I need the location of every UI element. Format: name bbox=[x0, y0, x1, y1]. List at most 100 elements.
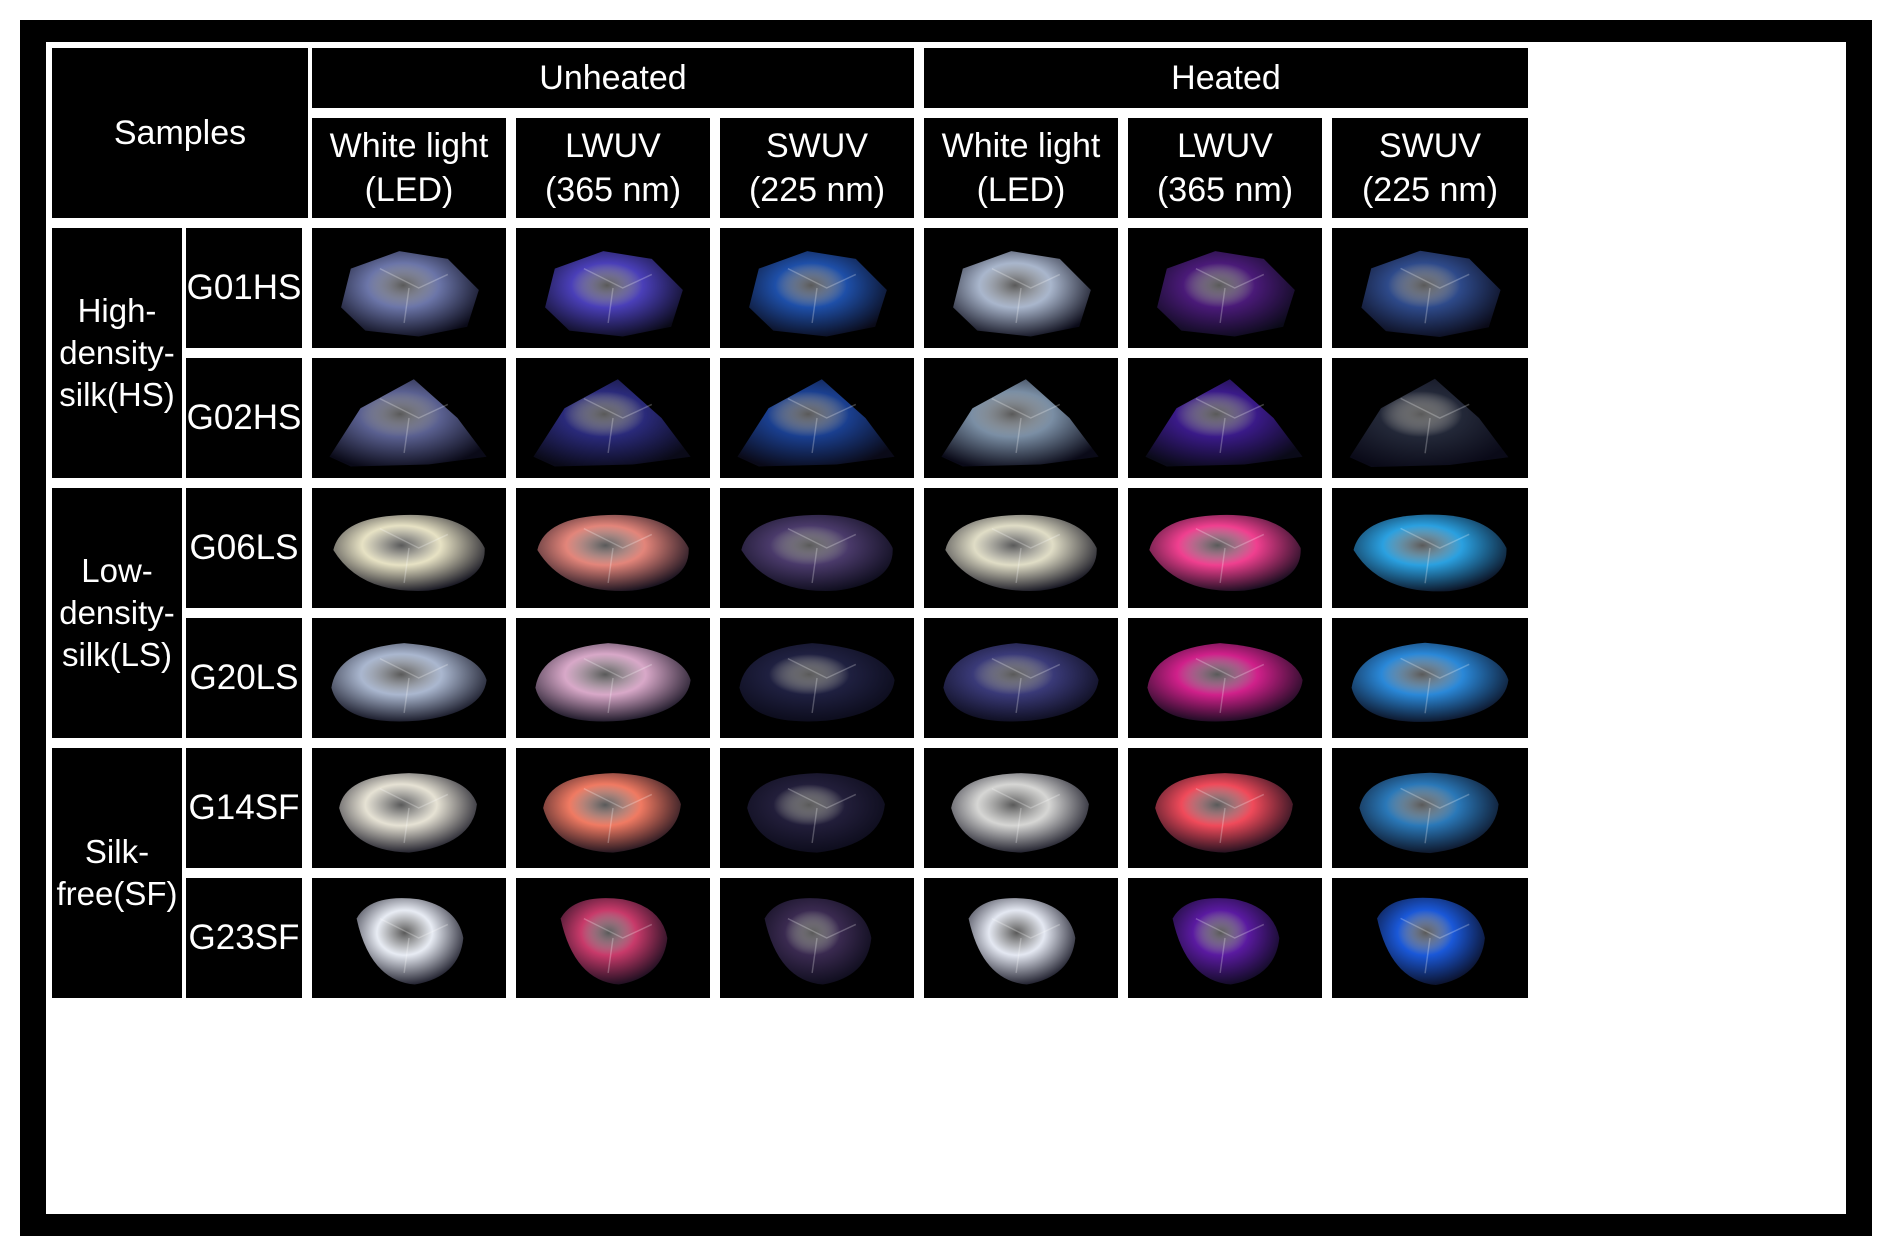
condition-detail: (365 nm) bbox=[544, 171, 682, 209]
condition-header: SWUV (225 nm) bbox=[720, 118, 914, 218]
sample-image bbox=[312, 228, 506, 348]
gemstone-facet bbox=[583, 267, 653, 324]
gemstone-facet bbox=[1195, 917, 1265, 974]
sample-image bbox=[516, 228, 710, 348]
sample-image bbox=[924, 748, 1118, 868]
gemstone-facet bbox=[787, 657, 857, 714]
group-label-line: High- bbox=[77, 291, 157, 329]
gemstone-facet bbox=[1195, 657, 1265, 714]
condition-name: White light bbox=[941, 126, 1101, 165]
sample-table: Samples Unheated Heated White light (LED) LWU… bbox=[46, 42, 1846, 1214]
group-label: High-density-silk(HS) bbox=[52, 228, 182, 478]
condition-header: White light (LED) bbox=[312, 118, 506, 218]
sample-image bbox=[1128, 618, 1322, 738]
gemstone-shape bbox=[1377, 897, 1485, 986]
sample-image bbox=[516, 618, 710, 738]
sample-image bbox=[1128, 878, 1322, 998]
condition-header: White light (LED) bbox=[924, 118, 1118, 218]
sample-image bbox=[1128, 748, 1322, 868]
gemstone-facet bbox=[991, 917, 1061, 974]
gemstone-shape bbox=[1145, 379, 1303, 467]
group-label-text: Silk-free(SF) bbox=[52, 831, 182, 915]
gemstone-shape bbox=[333, 514, 485, 591]
condition-name: SWUV bbox=[1379, 126, 1481, 165]
group-label-line: density- bbox=[59, 333, 175, 371]
gemstone-photo bbox=[943, 643, 1099, 722]
gemstone-shape bbox=[943, 643, 1099, 722]
group-label-text: Low-density-silk(LS) bbox=[52, 550, 182, 677]
gemstone-photo bbox=[1353, 514, 1507, 592]
condition-name: SWUV bbox=[766, 126, 868, 165]
gemstone-facet bbox=[787, 267, 857, 324]
sample-image bbox=[720, 618, 914, 738]
gemstone-shape bbox=[741, 514, 893, 591]
gemstone-photo bbox=[1377, 897, 1485, 986]
gemstone-photo bbox=[1361, 250, 1501, 337]
condition-label: SWUV (225 nm) bbox=[749, 124, 885, 212]
group-label-line: (SF) bbox=[113, 875, 178, 912]
gemstone-facet bbox=[1400, 397, 1470, 454]
condition-name: White light bbox=[329, 126, 489, 165]
gemstone-shape bbox=[764, 898, 872, 985]
gemstone-facet bbox=[379, 267, 449, 324]
gemstone-photo bbox=[331, 643, 487, 722]
gemstone-facet bbox=[787, 397, 857, 454]
gemstone-photo bbox=[356, 898, 464, 985]
sample-image bbox=[312, 488, 506, 608]
sample-code: G14SF bbox=[186, 748, 302, 868]
gemstone-photo bbox=[535, 643, 691, 722]
gemstone-facet bbox=[583, 787, 653, 844]
gemstone-facet bbox=[583, 397, 653, 454]
condition-name: LWUV bbox=[565, 126, 661, 165]
gemstone-facet bbox=[991, 787, 1061, 844]
gemstone-shape bbox=[953, 251, 1091, 337]
gemstone-shape bbox=[749, 251, 887, 337]
group-label-line: free bbox=[56, 875, 114, 912]
gemstone-photo bbox=[533, 379, 691, 467]
group-label: Low-density-silk(LS) bbox=[52, 488, 182, 738]
group-label-line: silk bbox=[59, 376, 107, 414]
sample-code: G02HS bbox=[186, 358, 302, 478]
gemstone-shape bbox=[1149, 514, 1301, 591]
gemstone-facet bbox=[787, 527, 857, 584]
gemstone-shape bbox=[1349, 378, 1509, 467]
condition-detail: (225 nm) bbox=[748, 171, 886, 209]
group-label-line: density- bbox=[59, 593, 175, 631]
gemstone-shape bbox=[1351, 642, 1509, 722]
condition-detail: (LED) bbox=[976, 171, 1066, 209]
gemstone-facet bbox=[583, 657, 653, 714]
gemstone-photo bbox=[1351, 642, 1509, 722]
sample-image bbox=[1332, 228, 1528, 348]
gemstone-shape bbox=[1353, 514, 1507, 592]
sample-image bbox=[1332, 748, 1528, 868]
gemstone-photo bbox=[741, 514, 893, 591]
gemstone-shape bbox=[1147, 643, 1303, 722]
condition-header: LWUV (365 nm) bbox=[516, 118, 710, 218]
group-label-line: (LS) bbox=[109, 636, 172, 674]
group-label-line: silk bbox=[61, 636, 110, 674]
gemstone-facet bbox=[1195, 397, 1265, 454]
sample-image bbox=[924, 228, 1118, 348]
gemstone-photo bbox=[1157, 251, 1295, 337]
gemstone-shape bbox=[1359, 772, 1499, 854]
gemstone-facet bbox=[991, 657, 1061, 714]
gemstone-shape bbox=[1155, 773, 1293, 853]
gemstone-photo bbox=[953, 251, 1091, 337]
sample-code: G01HS bbox=[186, 228, 302, 348]
gemstone-photo bbox=[1155, 773, 1293, 853]
gemstone-photo bbox=[537, 514, 689, 591]
gemstone-shape bbox=[739, 643, 895, 722]
sample-image bbox=[720, 228, 914, 348]
sample-image bbox=[516, 488, 710, 608]
gemstone-photo bbox=[749, 251, 887, 337]
condition-detail: (365 nm) bbox=[1156, 171, 1294, 209]
gemstone-photo bbox=[341, 251, 479, 337]
gemstone-shape bbox=[331, 643, 487, 722]
gemstone-shape bbox=[941, 379, 1099, 467]
condition-header: LWUV (365 nm) bbox=[1128, 118, 1322, 218]
gemstone-shape bbox=[537, 514, 689, 591]
heated-header: Heated bbox=[924, 48, 1528, 108]
sample-image bbox=[1128, 358, 1322, 478]
gemstone-photo bbox=[1145, 379, 1303, 467]
gemstone-photo bbox=[1172, 898, 1280, 985]
